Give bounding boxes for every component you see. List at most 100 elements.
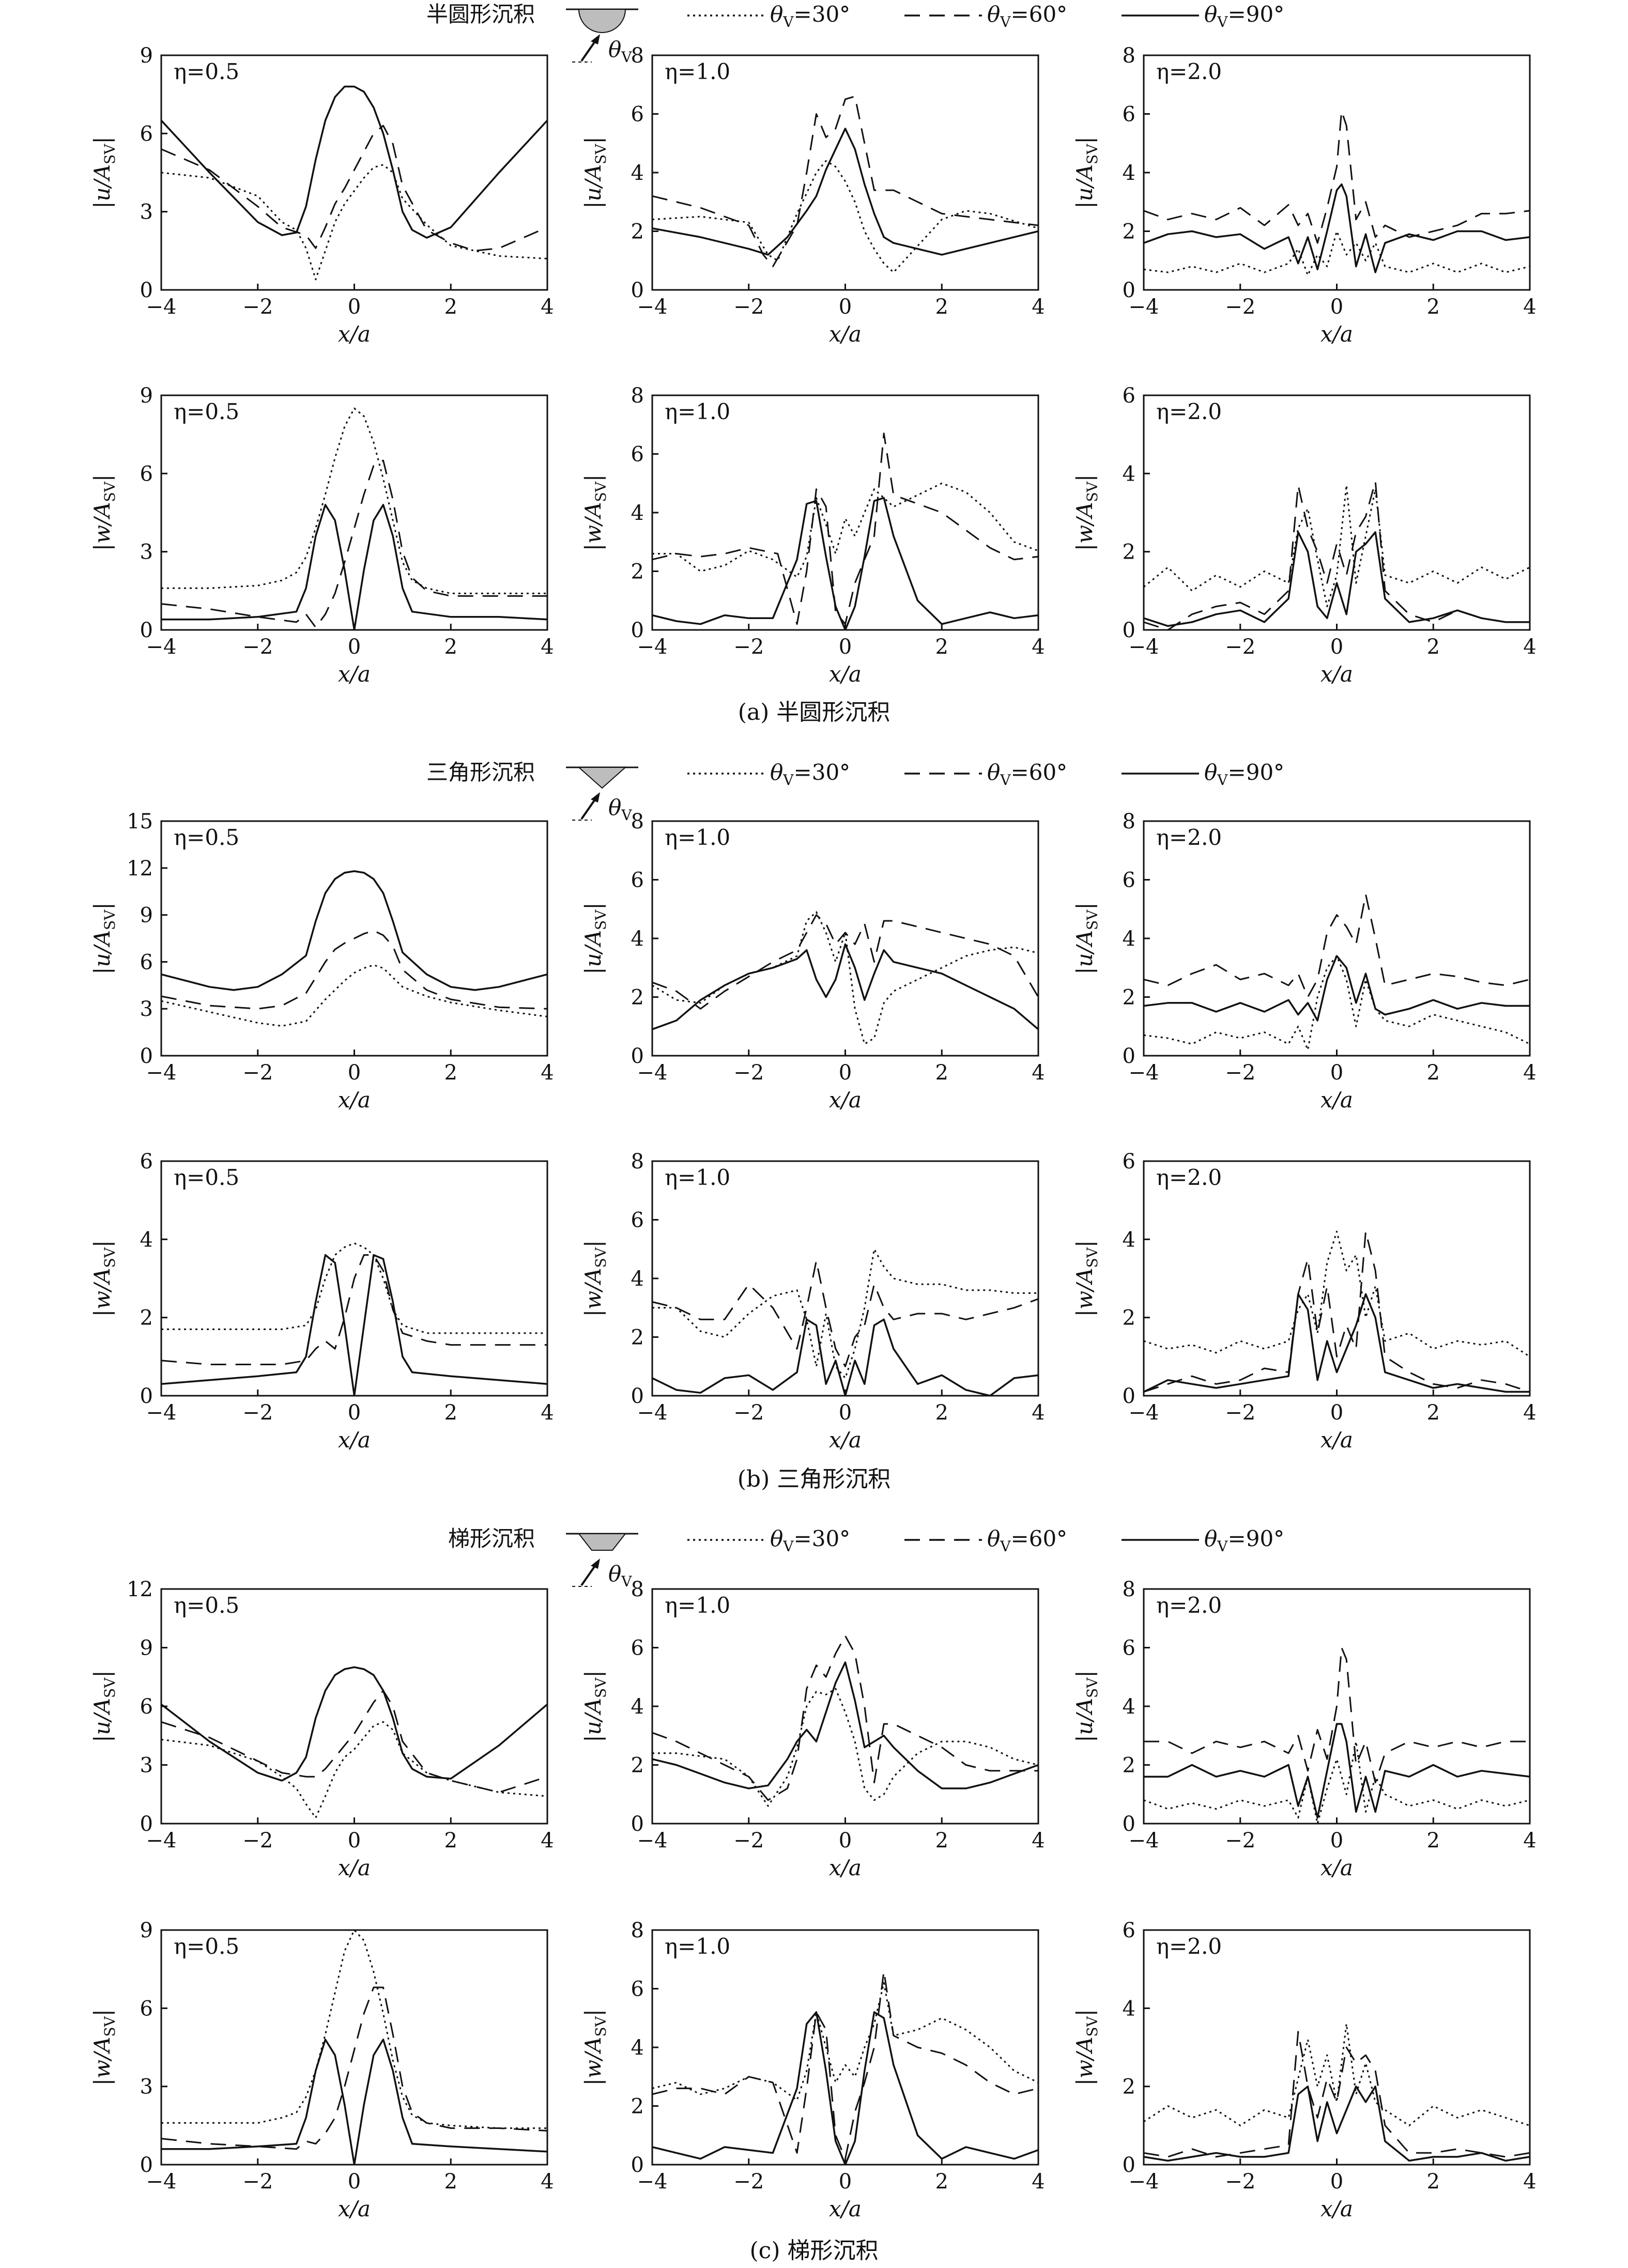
theta-label: θV — [608, 1561, 632, 1590]
x-axis-label: x/a — [1320, 1855, 1353, 1880]
x-tick-label: −4 — [1129, 1061, 1159, 1085]
y-tick-label: 8 — [1123, 44, 1135, 68]
series-line-solid — [161, 1666, 547, 1782]
legend-title: 半圆形沉积 — [426, 2, 535, 27]
legend-value: =60° — [1011, 2, 1068, 27]
chart-panel: −4 −2 0 2 4 0 2 4 6 η=2.0 x/a |w/ASV| — [1072, 1919, 1537, 2221]
legend-item-dotted: θV=30° — [687, 1526, 850, 1555]
y-tick-label: 2 — [1123, 1306, 1135, 1330]
x-tick-label: −4 — [1129, 2170, 1159, 2194]
x-tick-label: −2 — [733, 295, 764, 319]
x-tick-label: 0 — [348, 1401, 361, 1425]
y-axis-label: |w/ASV| — [89, 474, 118, 551]
x-tick-label: 2 — [1427, 635, 1440, 659]
series-line-dotted — [1144, 2023, 1530, 2126]
y-tick-label: 0 — [1123, 1384, 1135, 1408]
theta-subscript: V — [1000, 1538, 1011, 1555]
chart-panel: −4 −2 0 2 4 0 2 4 6 8 η=2.0 x/a |u/ASV| — [1072, 1578, 1537, 1880]
x-axis-label: x/a — [829, 2196, 862, 2221]
chart-panel: −4 −2 0 2 4 0 2 4 6 8 η=2.0 x/a |u/ASV| — [1072, 810, 1537, 1113]
x-tick-label: 4 — [1032, 295, 1045, 319]
y-label-main: |w/A — [89, 502, 115, 551]
x-tick-label: −2 — [242, 1401, 273, 1425]
y-label-subscript: SV — [1084, 1677, 1101, 1698]
y-axis-label: |w/ASV| — [1072, 2009, 1101, 2086]
x-axis-label: x/a — [829, 321, 862, 347]
x-axis-label: x/a — [1320, 661, 1353, 687]
plot-frame — [651, 1588, 1039, 1825]
y-label-main: |w/A — [89, 2036, 115, 2086]
plot-frame — [651, 1160, 1039, 1397]
x-tick-label: −4 — [1129, 1401, 1159, 1425]
y-axis-label: |u/ASV| — [89, 902, 118, 974]
legend-item-dashed: θV=60° — [904, 760, 1067, 789]
x-tick-label: −2 — [1225, 2170, 1255, 2194]
plot-frame — [651, 394, 1039, 631]
y-tick-label: 3 — [140, 1754, 153, 1778]
y-tick-label: 3 — [140, 200, 153, 224]
y-label-subscript: SV — [1084, 2016, 1101, 2036]
series-line-dashed — [161, 1986, 547, 2150]
y-label-subscript: SV — [592, 909, 609, 930]
legend-label: θV=90° — [1204, 760, 1284, 789]
legend-value: =90° — [1228, 760, 1285, 785]
series-line-dotted — [652, 482, 1038, 578]
x-tick-label: 2 — [935, 1829, 948, 1853]
x-tick-label: −2 — [242, 1061, 273, 1085]
y-tick-label: 2 — [631, 986, 644, 1010]
y-label-end: | — [580, 1670, 606, 1677]
x-tick-label: 4 — [1032, 1061, 1045, 1085]
y-label-main: |w/A — [1072, 2036, 1097, 2086]
deposit-shape-icon: θV — [566, 8, 638, 66]
y-label-end: | — [89, 1240, 115, 1247]
theta-symbol: θ — [770, 1526, 783, 1551]
y-tick-label: 6 — [631, 1637, 644, 1660]
deposit-shape-icon: θV — [566, 1533, 638, 1590]
series-line-dashed — [161, 930, 547, 1010]
series-line-dashed — [652, 1970, 1038, 2160]
x-tick-label: 4 — [541, 2170, 554, 2194]
y-tick-label: 4 — [631, 1267, 644, 1291]
panel-label: η=2.0 — [1156, 399, 1222, 424]
y-tick-label: 6 — [1123, 1150, 1135, 1174]
y-tick-label: 15 — [127, 810, 153, 834]
panel-label: η=0.5 — [174, 399, 239, 424]
x-tick-label: 0 — [839, 1061, 852, 1085]
chart-panel: −4 −2 0 2 4 0 3 6 9 η=0.5 x/a |w/ASV| — [89, 1919, 554, 2221]
y-label-end: | — [89, 902, 115, 909]
series-line-solid — [1144, 183, 1530, 273]
panel-label: η=0.5 — [174, 1934, 239, 1959]
y-tick-label: 4 — [1123, 1997, 1135, 2020]
arrow-head-icon — [591, 1559, 600, 1569]
panel-label: η=1.0 — [665, 399, 730, 424]
x-axis-label: x/a — [829, 1855, 862, 1880]
y-label-end: | — [89, 1670, 115, 1677]
x-tick-label: 2 — [935, 1061, 948, 1085]
theta-subscript: V — [621, 1573, 632, 1590]
y-label-end: | — [1072, 1670, 1097, 1677]
y-label-main: |w/A — [1072, 1268, 1097, 1317]
series-line-dotted — [1144, 230, 1530, 276]
x-tick-label: 2 — [1427, 2170, 1440, 2194]
y-label-main: |u/A — [89, 164, 115, 209]
section-caption: (a) 半圆形沉积 — [738, 699, 890, 726]
x-tick-label: 0 — [839, 1401, 852, 1425]
y-label-end: | — [580, 136, 606, 144]
y-tick-label: 2 — [631, 2095, 644, 2119]
theta-symbol: θ — [987, 2, 1000, 27]
y-tick-label: 9 — [140, 1637, 153, 1660]
y-label-main: |w/A — [580, 2036, 606, 2086]
x-tick-label: −4 — [146, 1061, 177, 1085]
panel-label: η=2.0 — [1156, 825, 1222, 850]
theta-subscript: V — [1217, 13, 1228, 30]
chart-panel: −4 −2 0 2 4 0 2 4 6 8 η=2.0 x/a |u/ASV| — [1072, 44, 1537, 347]
x-tick-label: −2 — [733, 1829, 764, 1853]
legend-item-dashed: θV=60° — [904, 1526, 1067, 1555]
y-tick-label: 0 — [1123, 1812, 1135, 1836]
theta-subscript: V — [782, 772, 794, 789]
legend-item-dotted: θV=30° — [687, 760, 850, 789]
series-line-solid — [652, 497, 1038, 630]
theta-symbol: θ — [1204, 1526, 1217, 1551]
legend-label: θV=30° — [770, 2, 850, 30]
y-label-end: | — [89, 2009, 115, 2016]
